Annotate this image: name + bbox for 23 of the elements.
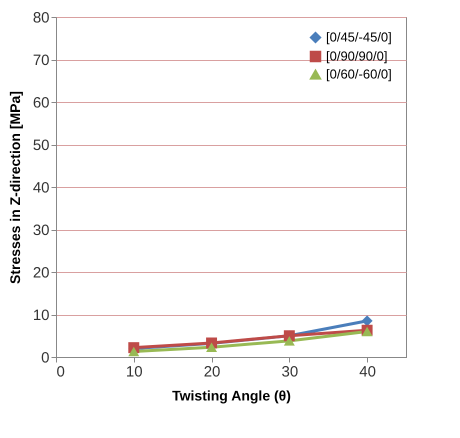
y-axis-title: Stresses in Z-direction [MPa] — [6, 91, 23, 284]
x-tick-label: 30 — [281, 364, 298, 380]
x-tick-label: 10 — [126, 364, 143, 380]
y-tick-label: 50 — [32, 137, 50, 154]
x-tick-label: 40 — [359, 364, 376, 380]
legend-label: [0/45/-45/0] — [326, 30, 392, 44]
y-tick-label: 40 — [32, 180, 50, 196]
point — [206, 342, 218, 352]
y-tick-label: 30 — [32, 222, 50, 239]
legend-label: [0/90/90/0] — [326, 48, 388, 64]
point — [128, 346, 140, 356]
y-tick-label: 70 — [32, 52, 50, 69]
y-tick-label: 0 — [41, 350, 50, 366]
x-axis-title: Twisting Angle (θ) — [172, 388, 291, 404]
legend-label: [0/60/-60/0] — [326, 66, 392, 82]
x-tick-label: 20 — [204, 364, 220, 380]
y-tick-label: 20 — [32, 264, 50, 282]
point — [362, 315, 373, 326]
x-tick-label: 0 — [56, 364, 65, 380]
y-tick-label: 80 — [32, 10, 50, 26]
point — [284, 336, 295, 346]
y-tick-label: 60 — [32, 94, 50, 112]
y-tick-label: 10 — [32, 307, 50, 324]
